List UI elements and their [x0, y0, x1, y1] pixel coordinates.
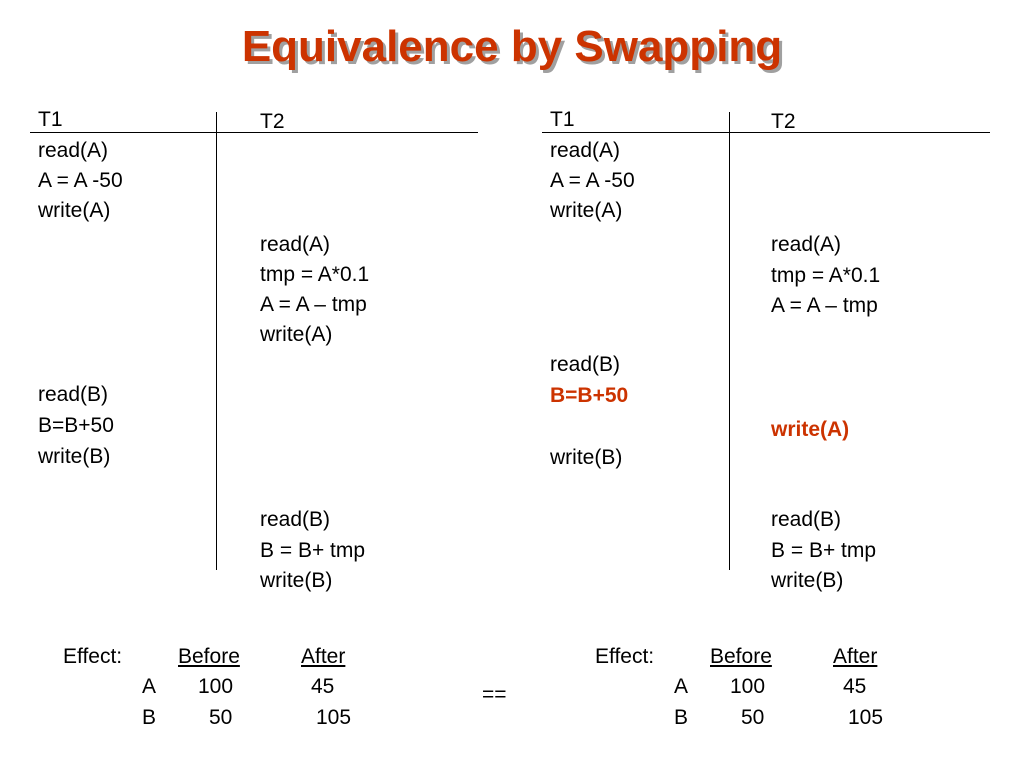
left-effect-row-before: 100 — [198, 675, 234, 698]
left-t2-op: B = B+ tmp — [260, 539, 366, 562]
right-after-header: After — [833, 645, 878, 668]
left-column-divider — [216, 112, 217, 570]
right-t2-op-highlighted: write(A) — [771, 418, 850, 441]
right-t1-op: read(B) — [550, 353, 621, 376]
left-before-header: Before — [178, 645, 240, 668]
right-t1-op: A = A -50 — [550, 169, 635, 192]
equivalence-sign: == — [482, 683, 507, 706]
right-t1-op: write(B) — [550, 446, 623, 469]
right-column-divider — [729, 112, 730, 570]
left-t2-op: read(B) — [260, 508, 331, 531]
right-effect-row-after: 45 — [843, 675, 867, 698]
left-t2-op: write(A) — [260, 323, 333, 346]
left-effect-row-after: 105 — [316, 706, 352, 729]
left-t1-op: write(B) — [38, 445, 111, 468]
left-effect-row-name: B — [142, 706, 157, 729]
right-before-header: Before — [710, 645, 772, 668]
right-effect-row-name: A — [674, 675, 689, 698]
right-t2-op: read(B) — [771, 508, 842, 531]
right-effect-row-before: 100 — [730, 675, 766, 698]
left-effect-row-after: 45 — [311, 675, 335, 698]
left-t1-op: read(B) — [38, 383, 109, 406]
left-t2-op: read(A) — [260, 233, 331, 256]
right-t1-header: T1 — [550, 108, 575, 131]
left-header-rule — [30, 132, 478, 133]
left-effect-row-name: A — [142, 675, 157, 698]
right-t1-op: write(A) — [550, 199, 623, 222]
left-t2-op: tmp = A*0.1 — [260, 263, 370, 286]
left-effect-row-before: 50 — [209, 706, 233, 729]
right-header-rule — [542, 132, 990, 133]
left-t1-op: write(A) — [38, 199, 111, 222]
right-t2-op: A = A – tmp — [771, 294, 878, 317]
right-t2-op: tmp = A*0.1 — [771, 264, 881, 287]
slide-title: Equivalence by Swapping — [241, 22, 783, 71]
left-t1-op: A = A -50 — [38, 169, 123, 192]
right-t2-op: B = B+ tmp — [771, 539, 877, 562]
left-t2-op: write(B) — [260, 569, 333, 592]
left-effect-label: Effect: — [63, 645, 123, 668]
left-t1-header: T1 — [38, 108, 63, 131]
left-t2-op: A = A – tmp — [260, 293, 367, 316]
left-after-header: After — [301, 645, 346, 668]
right-t2-op: read(A) — [771, 233, 842, 256]
right-t2-op: write(B) — [771, 569, 844, 592]
left-t2-header: T2 — [260, 110, 285, 133]
right-t1-op-highlighted: B=B+50 — [550, 384, 629, 407]
right-t1-op: read(A) — [550, 139, 621, 162]
right-effect-row-before: 50 — [741, 706, 765, 729]
right-effect-label: Effect: — [595, 645, 655, 668]
right-effect-row-after: 105 — [848, 706, 884, 729]
left-t1-op: read(A) — [38, 139, 109, 162]
right-t2-header: T2 — [771, 110, 796, 133]
right-effect-row-name: B — [674, 706, 689, 729]
left-t1-op: B=B+50 — [38, 414, 114, 437]
